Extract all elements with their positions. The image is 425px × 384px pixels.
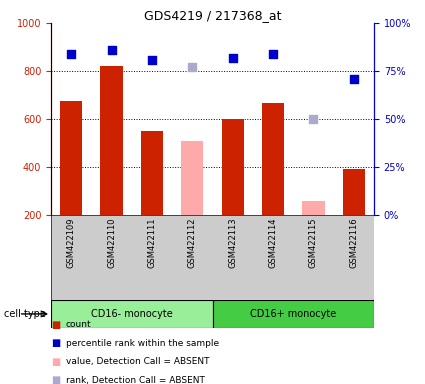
Text: value, Detection Call = ABSENT: value, Detection Call = ABSENT [66,357,210,366]
Bar [262,103,284,215]
Bar [221,119,244,215]
Text: GSM422109: GSM422109 [67,218,76,268]
Bar [212,300,374,328]
Bar [302,200,325,215]
Text: ■: ■ [51,357,60,367]
Text: ■: ■ [51,375,60,384]
Text: count: count [66,320,91,329]
Text: percentile rank within the sample: percentile rank within the sample [66,339,219,348]
Text: GSM422115: GSM422115 [309,218,318,268]
Text: CD16- monocyte: CD16- monocyte [91,309,173,319]
Point [189,64,196,70]
Text: GSM422116: GSM422116 [349,218,358,268]
Title: GDS4219 / 217368_at: GDS4219 / 217368_at [144,9,281,22]
Point [68,51,75,57]
Point [350,76,357,82]
Point [310,116,317,122]
Bar [60,101,82,215]
Bar [343,169,365,215]
Text: GSM422111: GSM422111 [147,218,156,268]
Text: GSM422114: GSM422114 [269,218,278,268]
Bar [100,66,123,215]
Text: CD16+ monocyte: CD16+ monocyte [250,309,336,319]
Text: GSM422112: GSM422112 [188,218,197,268]
Bar [141,131,163,215]
Point [108,47,115,53]
Point [229,55,236,61]
Text: ■: ■ [51,320,60,330]
Text: ■: ■ [51,338,60,348]
Point [148,56,155,63]
Text: GSM422113: GSM422113 [228,218,237,268]
Text: GSM422110: GSM422110 [107,218,116,268]
Text: rank, Detection Call = ABSENT: rank, Detection Call = ABSENT [66,376,205,384]
Bar [181,141,204,215]
Bar [51,300,212,328]
Point [269,51,276,57]
Text: cell type: cell type [4,309,46,319]
